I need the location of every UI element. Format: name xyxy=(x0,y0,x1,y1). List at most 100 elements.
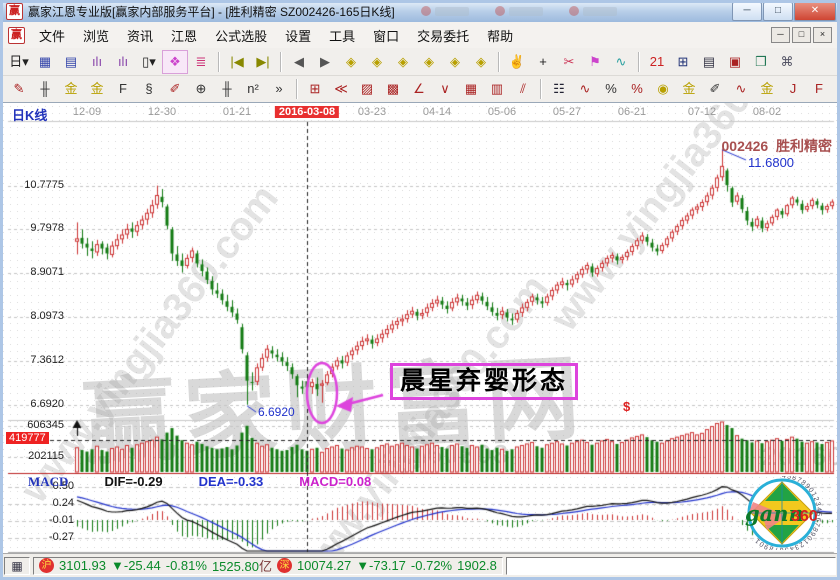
box-ruler-icon[interactable]: ⊞ xyxy=(309,81,321,96)
high-price-callout: 11.6800 xyxy=(748,155,795,170)
volume-axis-label: 606345 xyxy=(27,419,64,431)
menu-item-7[interactable]: 窗口 xyxy=(373,28,400,44)
mdi-minimize-button[interactable]: ─ xyxy=(771,27,790,43)
polyline-icon[interactable]: ∨ xyxy=(440,81,450,96)
date-label: 07-12 xyxy=(687,106,717,118)
menu-item-6[interactable]: 工具 xyxy=(329,28,356,44)
next-page-icon[interactable]: ▶ xyxy=(320,53,330,69)
angle-line-icon[interactable]: ∠ xyxy=(413,81,425,96)
gold-angle-icon[interactable]: ⊿ xyxy=(832,77,840,101)
menu-item-9[interactable]: 帮助 xyxy=(487,28,514,44)
gann-wheel6-icon[interactable]: ◈ xyxy=(476,53,486,69)
wave-pattern-icon[interactable]: ∿ xyxy=(615,53,627,69)
window-title: 赢家江恩专业版[赢家内部服务平台] - [胜利精密 SZ002426-165日K… xyxy=(28,4,395,19)
toolbar-separator xyxy=(638,51,640,72)
menu-item-8[interactable]: 交易委托 xyxy=(417,28,470,44)
wave-tool-icon[interactable]: ∿ xyxy=(735,81,747,96)
circle-ruler-icon[interactable]: ⊕ xyxy=(195,81,207,96)
title-bar: 赢 赢家江恩专业版[赢家内部服务平台] - [胜利精密 SZ002426-165… xyxy=(0,0,840,23)
background-tab-ghost xyxy=(568,6,617,16)
last-page-icon[interactable]: ▶| xyxy=(256,53,270,69)
menu-item-1[interactable]: 浏览 xyxy=(83,28,110,44)
status-grid-icon[interactable]: ▦ xyxy=(4,556,30,575)
menu-item-4[interactable]: 公式选股 xyxy=(215,28,268,44)
menu-item-3[interactable]: 江恩 xyxy=(171,28,198,44)
menu-item-0[interactable]: 文件 xyxy=(39,28,66,44)
dense-grid-icon[interactable]: ▦ xyxy=(464,81,478,96)
parallel-lines-icon[interactable]: ⫽ xyxy=(520,81,526,96)
more-tools-chevron[interactable]: » xyxy=(275,81,283,96)
prev-page-icon[interactable]: ◀ xyxy=(294,53,304,69)
minimize-button[interactable]: ─ xyxy=(732,1,762,21)
f-angle-icon[interactable]: F xyxy=(815,81,823,96)
maximize-button[interactable]: □ xyxy=(763,1,793,21)
notepad-icon[interactable]: ▤ xyxy=(702,53,716,69)
calculator-icon[interactable]: ⊞ xyxy=(677,53,689,69)
gold-circle-icon[interactable]: ◉ xyxy=(657,81,669,96)
gann-gold1-icon[interactable]: 金 xyxy=(64,81,78,96)
percent-tool-icon[interactable]: % xyxy=(605,81,617,96)
crosshair-date-label: 2016-03-08 xyxy=(274,106,340,118)
toolbar-separator xyxy=(540,79,542,99)
shaded-box-icon[interactable]: ▨ xyxy=(360,81,374,96)
flag-tool-icon[interactable]: ⚑ xyxy=(589,53,601,69)
gann-gold2-icon[interactable]: 金 xyxy=(90,81,104,96)
j-angle-icon[interactable]: J xyxy=(789,81,797,96)
macd-indicator-label: MACD xyxy=(28,474,69,489)
close-button[interactable]: ✕ xyxy=(794,1,836,21)
gann-f-ruler-icon[interactable]: F xyxy=(119,81,127,96)
column-tool-icon[interactable]: ☷ xyxy=(553,81,565,96)
pattern-finder-icon[interactable]: ❖ xyxy=(162,49,188,74)
price-axis-label: 7.3612 xyxy=(30,354,64,366)
price-axis-label: 9.7978 xyxy=(30,222,64,234)
index-quotes: 沪 3101.93 ▼-25.44 -0.81% 1525.80亿 深 1007… xyxy=(33,556,503,575)
profile-chart-icon[interactable]: ≣ xyxy=(195,53,207,69)
pct-wave-icon[interactable]: ∿ xyxy=(579,81,591,96)
gann-wheel4-icon[interactable]: ◈ xyxy=(424,53,434,69)
toolbar-separator xyxy=(218,51,220,72)
cut-tool-icon[interactable]: ✂ xyxy=(563,53,575,69)
remote-icon[interactable]: ⌘ xyxy=(780,53,794,69)
gann-wheel3-icon[interactable]: ◈ xyxy=(398,53,408,69)
f10-info-icon[interactable]: ▤ xyxy=(64,53,78,69)
sh-index-value: 3101.93 xyxy=(59,558,106,573)
hand-tool-icon[interactable]: ✌ xyxy=(508,53,526,69)
status-input-field[interactable] xyxy=(505,556,836,575)
menu-item-5[interactable]: 设置 xyxy=(285,28,312,44)
gann-wheel5-icon[interactable]: ◈ xyxy=(450,53,460,69)
chart-region: 赢家财富网 www.yingjia360.com www.yingjia360.… xyxy=(0,103,840,553)
save-icon[interactable]: ▣ xyxy=(728,53,742,69)
candle-style-dropdown[interactable]: ▯▾ xyxy=(142,53,156,69)
vol9-chart-icon[interactable]: ılı xyxy=(117,53,129,69)
percent-line-icon[interactable]: % xyxy=(631,81,643,96)
mdi-restore-button[interactable]: □ xyxy=(792,27,811,43)
marker-pen-icon[interactable]: ✐ xyxy=(709,81,721,96)
chart-layout-icon[interactable]: ▦ xyxy=(38,53,52,69)
gann-ruler1-icon[interactable]: ╫ xyxy=(40,81,50,96)
date-label: 05-27 xyxy=(552,106,582,118)
gann-wheel2-icon[interactable]: ◈ xyxy=(372,53,382,69)
chart-canvas[interactable] xyxy=(0,103,840,553)
gann360-logo: gann 360 4567890123456789012345678901 xyxy=(745,476,821,550)
toolbar-separator xyxy=(296,79,298,99)
sz-index-value: 10074.27 xyxy=(296,558,352,573)
calendar-icon[interactable]: 21 xyxy=(649,53,665,69)
mdi-close-button[interactable]: × xyxy=(813,27,832,43)
vol3-chart-icon[interactable]: ılı xyxy=(91,53,103,69)
gold-line-icon[interactable]: 金 xyxy=(760,81,774,96)
n2-ruler-icon[interactable]: n² xyxy=(247,81,259,96)
tick-ruler-icon[interactable]: ╫ xyxy=(222,81,232,96)
dense-grid2-icon[interactable]: ▥ xyxy=(490,81,504,96)
period-dropdown[interactable]: 日▾ xyxy=(9,53,29,69)
gann-wheel1-icon[interactable]: ◈ xyxy=(346,53,356,69)
gold-section-icon[interactable]: 金 xyxy=(682,81,696,96)
menu-item-2[interactable]: 资讯 xyxy=(127,28,154,44)
grid-box-icon[interactable]: ▩ xyxy=(386,81,400,96)
net-send-icon[interactable]: ❒ xyxy=(755,53,767,69)
crosshair-tool-icon[interactable]: + xyxy=(539,53,547,69)
first-page-icon[interactable]: |◀ xyxy=(230,53,244,69)
brush-tool-icon[interactable]: ✐ xyxy=(169,81,181,96)
fan-lines-icon[interactable]: ≪ xyxy=(334,81,348,96)
gann-s-ruler-icon[interactable]: § xyxy=(145,81,153,96)
draw-pencil-icon[interactable]: ✎ xyxy=(13,81,25,96)
